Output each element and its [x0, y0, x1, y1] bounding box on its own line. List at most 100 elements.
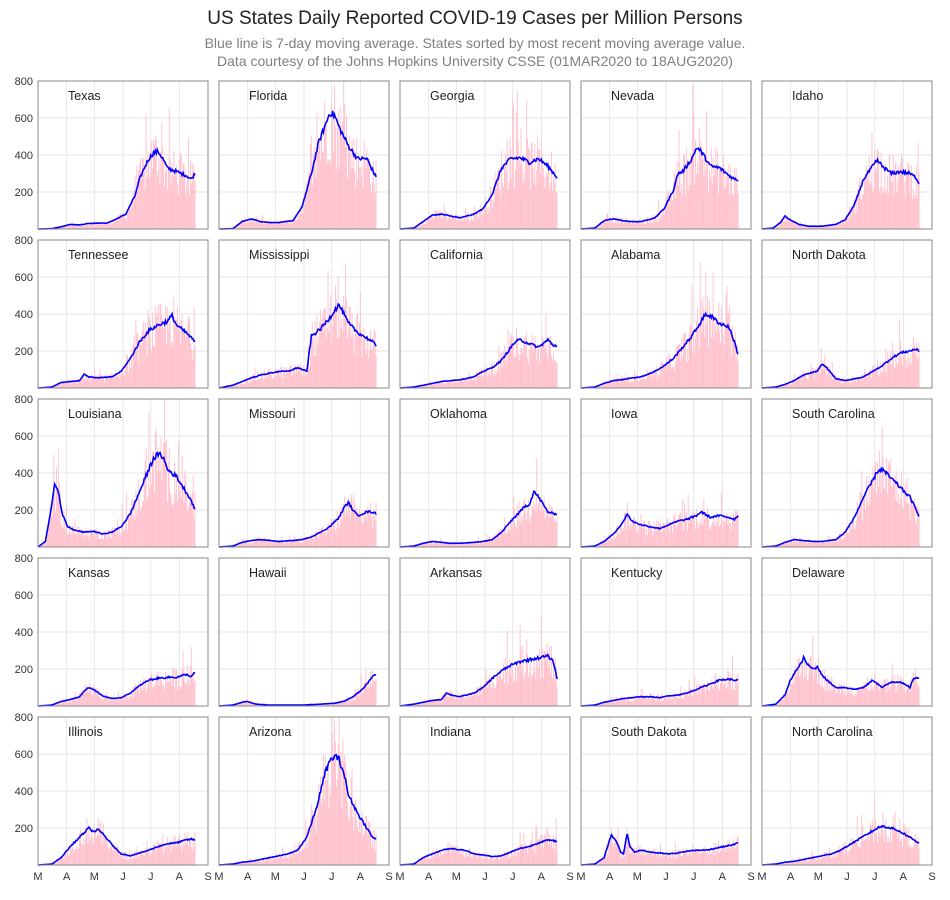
daily-bar [237, 703, 239, 706]
daily-bar [656, 519, 658, 547]
daily-bar [332, 112, 334, 229]
daily-bar [306, 828, 308, 865]
daily-bar [633, 849, 635, 865]
daily-bar [291, 375, 293, 388]
daily-bar [508, 182, 510, 229]
daily-bar [122, 524, 124, 547]
daily-bar [689, 185, 691, 229]
daily-bar [850, 693, 852, 706]
daily-bar [862, 825, 864, 865]
daily-bar [802, 374, 804, 388]
daily-bar [610, 837, 612, 865]
daily-bar [662, 700, 664, 706]
daily-bar [635, 220, 637, 229]
daily-bar [693, 687, 695, 706]
daily-bar [797, 860, 799, 865]
daily-bar [185, 193, 187, 229]
y-tick-label: 400 [15, 309, 33, 321]
daily-bar [653, 371, 655, 388]
daily-bar [450, 380, 452, 388]
daily-bar [856, 501, 858, 547]
daily-bar [556, 193, 558, 229]
daily-bar [828, 852, 829, 865]
daily-bar [914, 834, 916, 865]
daily-bar [612, 380, 614, 388]
daily-bar [708, 169, 710, 229]
daily-bar [153, 140, 154, 229]
daily-bar [302, 366, 304, 388]
daily-bar [822, 369, 824, 388]
daily-bar [529, 843, 531, 865]
daily-bar [672, 366, 674, 388]
daily-bar [58, 703, 60, 706]
daily-bar [509, 660, 511, 706]
daily-bar [418, 386, 420, 388]
daily-bar [528, 350, 530, 388]
daily-bar [165, 343, 167, 388]
daily-bar [732, 519, 733, 547]
daily-bar [257, 861, 259, 865]
daily-bar [667, 696, 669, 706]
daily-bar [443, 383, 445, 388]
daily-bar [713, 843, 715, 865]
daily-bar [623, 512, 625, 547]
daily-bar [658, 520, 660, 547]
daily-bar [56, 491, 58, 547]
daily-bar [850, 838, 852, 865]
daily-bar [481, 855, 483, 865]
daily-bar [724, 680, 726, 706]
daily-bar [96, 834, 98, 865]
daily-bar [724, 326, 726, 388]
daily-bar [93, 220, 95, 229]
daily-bar [890, 485, 892, 547]
daily-bar [613, 702, 615, 706]
daily-bar [618, 843, 620, 865]
daily-bar [694, 184, 696, 229]
daily-bar [152, 451, 154, 547]
daily-bar [550, 673, 552, 706]
daily-bar [828, 366, 830, 388]
daily-bar [820, 226, 822, 229]
daily-bar [689, 687, 691, 706]
daily-bar [286, 540, 288, 547]
daily-bar [92, 531, 93, 547]
daily-bar [357, 179, 359, 229]
daily-bar [732, 326, 733, 388]
daily-bar [524, 180, 526, 229]
daily-bar [779, 701, 781, 706]
daily-bar [598, 704, 600, 706]
daily-bar [418, 225, 420, 229]
daily-bar [242, 384, 244, 388]
daily-bar [631, 224, 633, 229]
daily-bar [258, 538, 260, 547]
daily-bar [454, 217, 455, 229]
daily-bar [811, 368, 813, 388]
daily-bar [625, 380, 627, 388]
daily-bar [149, 855, 151, 865]
daily-bar [685, 511, 687, 547]
daily-bar [666, 519, 668, 547]
daily-bar [104, 697, 105, 706]
daily-bar [90, 379, 92, 388]
daily-bar [174, 688, 176, 706]
y-tick-label: 600 [15, 749, 33, 761]
daily-bar [454, 697, 455, 706]
daily-bar [732, 838, 734, 865]
daily-bar [368, 514, 370, 547]
daily-bar [868, 476, 870, 547]
daily-bar [646, 221, 648, 229]
daily-bar [639, 224, 641, 229]
daily-bar [179, 152, 181, 229]
daily-bar [161, 313, 163, 388]
daily-bar [103, 375, 105, 388]
daily-bar [682, 855, 684, 865]
daily-bar [476, 540, 478, 547]
daily-bar [515, 356, 516, 388]
daily-bar [133, 696, 135, 706]
daily-bar [106, 842, 108, 865]
daily-bar [442, 379, 444, 388]
daily-bar [794, 380, 796, 388]
daily-bar [103, 539, 105, 547]
daily-bar [786, 685, 788, 706]
daily-bar [313, 356, 315, 388]
